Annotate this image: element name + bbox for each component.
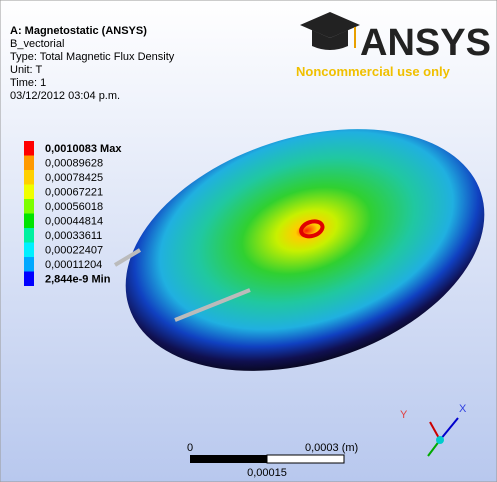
- legend-swatch: [24, 257, 34, 272]
- viewport: ANSYS Noncommercial use only A: Magnetos…: [0, 0, 497, 482]
- legend-label: 0,0010083 Max: [45, 143, 122, 155]
- legend-label: 0,00033611: [45, 230, 102, 242]
- header-title: A: Magnetostatic (ANSYS): [10, 25, 147, 37]
- triad-x: X: [459, 403, 467, 415]
- logo-note: Noncommercial use only: [296, 64, 451, 79]
- header-line: 03/12/2012 03:04 p.m.: [10, 90, 120, 102]
- legend-swatch: [24, 243, 34, 258]
- legend-label: 0,00044814: [45, 216, 103, 228]
- legend-swatch: [24, 185, 34, 200]
- legend-swatch: [24, 214, 34, 229]
- triad-y: Y: [400, 409, 408, 421]
- legend-label: 0,00089628: [45, 158, 103, 170]
- header-line: Unit: T: [10, 64, 42, 76]
- graphics: ANSYS Noncommercial use only A: Magnetos…: [0, 0, 497, 482]
- header-line: Time: 1: [10, 77, 46, 89]
- legend-swatch: [24, 156, 34, 171]
- legend-label: 0,00056018: [45, 201, 103, 213]
- legend-label: 0,00022407: [45, 245, 103, 257]
- scale-bar: [267, 455, 344, 463]
- scale-end: 0,0003 (m): [305, 442, 358, 454]
- legend-label: 0,00067221: [45, 187, 103, 199]
- legend-swatch: [24, 272, 34, 287]
- legend-swatch: [24, 170, 34, 185]
- legend-swatch: [24, 199, 34, 214]
- legend-label: 2,844e-9 Min: [45, 274, 111, 286]
- header-line: Type: Total Magnetic Flux Density: [10, 51, 175, 63]
- header-line: B_vectorial: [10, 38, 64, 50]
- legend-label: 0,00011204: [45, 259, 102, 271]
- legend-swatch: [24, 141, 34, 156]
- scale-mid: 0,00015: [247, 467, 287, 479]
- legend-label: 0,00078425: [45, 172, 103, 184]
- scale-bar: [190, 455, 267, 463]
- logo-brand: ANSYS: [360, 22, 491, 64]
- legend-swatch: [24, 228, 34, 243]
- scale-start: 0: [187, 442, 193, 454]
